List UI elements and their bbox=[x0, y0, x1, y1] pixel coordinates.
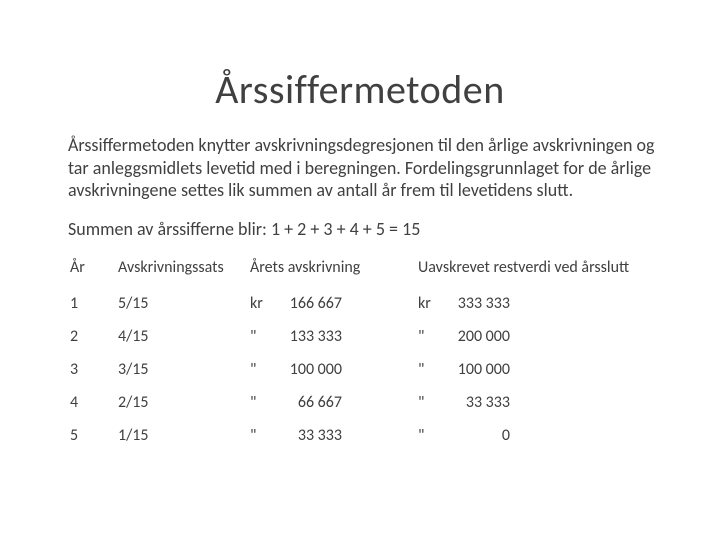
rest-value: 100 000 bbox=[440, 360, 510, 379]
depr-value: 66 667 bbox=[272, 393, 342, 412]
rest-prefix: kr bbox=[418, 294, 440, 313]
cell-depr: kr166 667 bbox=[244, 287, 412, 320]
table-row: 3 3/15 "100 000 "100 000 bbox=[64, 353, 664, 386]
sum-line: Summen av årssifferne blir: 1 + 2 + 3 + … bbox=[68, 218, 660, 240]
cell-rest: "200 000 bbox=[412, 320, 664, 353]
cell-rate: 2/15 bbox=[112, 386, 244, 419]
intro-paragraph: Årssiffermetoden knytter avskrivningsdeg… bbox=[68, 134, 660, 202]
col-header-rate: Avskrivningssats bbox=[112, 254, 244, 287]
cell-year: 5 bbox=[64, 419, 112, 452]
table-row: 2 4/15 "133 333 "200 000 bbox=[64, 320, 664, 353]
depr-prefix: " bbox=[250, 393, 272, 412]
depreciation-table: År Avskrivningssats Årets avskrivning Ua… bbox=[64, 254, 664, 452]
rest-prefix: " bbox=[418, 327, 440, 346]
cell-depr: "66 667 bbox=[244, 386, 412, 419]
table-row: 1 5/15 kr166 667 kr333 333 bbox=[64, 287, 664, 320]
cell-year: 1 bbox=[64, 287, 112, 320]
depr-value: 33 333 bbox=[272, 426, 342, 445]
depr-value: 100 000 bbox=[272, 360, 342, 379]
col-header-rest: Uavskrevet restverdi ved årsslutt bbox=[412, 254, 664, 287]
depr-prefix: " bbox=[250, 426, 272, 445]
table-header-row: År Avskrivningssats Årets avskrivning Ua… bbox=[64, 254, 664, 287]
depr-value: 166 667 bbox=[272, 294, 342, 313]
cell-rate: 1/15 bbox=[112, 419, 244, 452]
rest-value: 200 000 bbox=[440, 327, 510, 346]
rest-prefix: " bbox=[418, 426, 440, 445]
cell-rest: "100 000 bbox=[412, 353, 664, 386]
cell-rest: "33 333 bbox=[412, 386, 664, 419]
depr-prefix: " bbox=[250, 327, 272, 346]
cell-rate: 4/15 bbox=[112, 320, 244, 353]
col-header-depr: Årets avskrivning bbox=[244, 254, 412, 287]
cell-depr: "133 333 bbox=[244, 320, 412, 353]
cell-rest: "0 bbox=[412, 419, 664, 452]
col-header-year: År bbox=[64, 254, 112, 287]
rest-value: 333 333 bbox=[440, 294, 510, 313]
rest-value: 33 333 bbox=[440, 393, 510, 412]
rest-prefix: " bbox=[418, 393, 440, 412]
rest-value: 0 bbox=[440, 426, 510, 445]
slide-title: Årssiffermetoden bbox=[60, 65, 660, 114]
cell-rate: 3/15 bbox=[112, 353, 244, 386]
cell-year: 3 bbox=[64, 353, 112, 386]
rest-prefix: " bbox=[418, 360, 440, 379]
cell-year: 2 bbox=[64, 320, 112, 353]
cell-rate: 5/15 bbox=[112, 287, 244, 320]
table-row: 4 2/15 "66 667 "33 333 bbox=[64, 386, 664, 419]
table-row: 5 1/15 "33 333 "0 bbox=[64, 419, 664, 452]
depr-prefix: kr bbox=[250, 294, 272, 313]
cell-depr: "100 000 bbox=[244, 353, 412, 386]
slide: Årssiffermetoden Årssiffermetoden knytte… bbox=[0, 0, 720, 540]
depr-prefix: " bbox=[250, 360, 272, 379]
cell-rest: kr333 333 bbox=[412, 287, 664, 320]
depr-value: 133 333 bbox=[272, 327, 342, 346]
cell-year: 4 bbox=[64, 386, 112, 419]
cell-depr: "33 333 bbox=[244, 419, 412, 452]
